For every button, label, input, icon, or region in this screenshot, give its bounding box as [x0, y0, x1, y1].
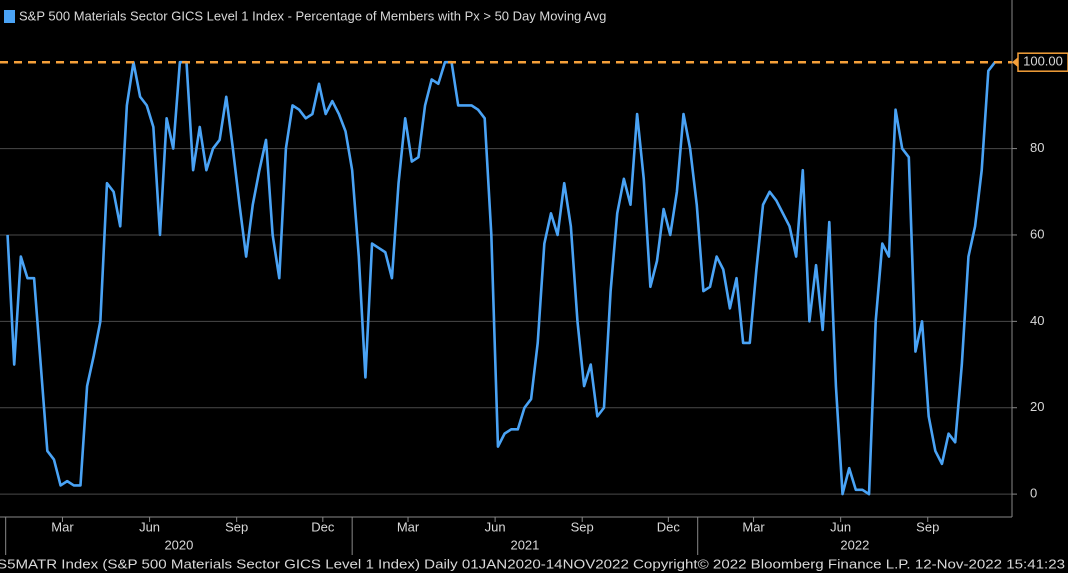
x-tick-label: Sep	[225, 519, 248, 534]
x-tick-label: Mar	[742, 519, 765, 534]
x-tick-label: Mar	[51, 519, 74, 534]
series-line	[6, 60, 996, 496]
y-tick-label: 80	[1030, 140, 1044, 155]
x-tick-label: Jun	[139, 519, 160, 534]
year-label: 2022	[840, 537, 869, 552]
legend-label: S&P 500 Materials Sector GICS Level 1 In…	[19, 8, 606, 23]
x-tick-label: Dec	[657, 519, 681, 534]
legend-swatch	[4, 10, 15, 23]
reference-label: 100.00	[1023, 54, 1063, 69]
x-tick-label: Jun	[485, 519, 506, 534]
y-tick-label: 0	[1030, 486, 1037, 501]
reference-pointer	[1012, 57, 1018, 68]
y-tick-label: 40	[1030, 313, 1044, 328]
y-tick-label: 60	[1030, 226, 1044, 241]
y-tick-label: 20	[1030, 399, 1044, 414]
year-label: 2021	[510, 537, 539, 552]
x-tick-label: Sep	[916, 519, 939, 534]
legend-background	[0, 6, 722, 28]
x-tick-label: Dec	[311, 519, 335, 534]
year-label: 2020	[164, 537, 193, 552]
x-tick-label: Jun	[830, 519, 851, 534]
footer: S5MATR Index (S&P 500 Materials Sector G…	[0, 556, 1065, 571]
x-tick-label: Mar	[397, 519, 420, 534]
x-tick-label: Sep	[571, 519, 594, 534]
